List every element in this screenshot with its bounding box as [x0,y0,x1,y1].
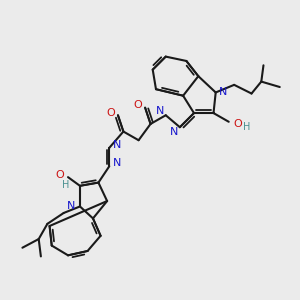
Text: H: H [62,180,70,190]
Text: N: N [219,87,227,98]
Text: H: H [244,122,251,132]
Text: O: O [233,119,242,129]
Text: N: N [156,106,164,116]
Text: N: N [170,127,178,136]
Text: O: O [133,100,142,110]
Text: O: O [55,170,64,180]
Text: N: N [113,158,121,168]
Text: O: O [106,108,115,118]
Text: N: N [113,140,121,150]
Text: N: N [67,202,76,212]
